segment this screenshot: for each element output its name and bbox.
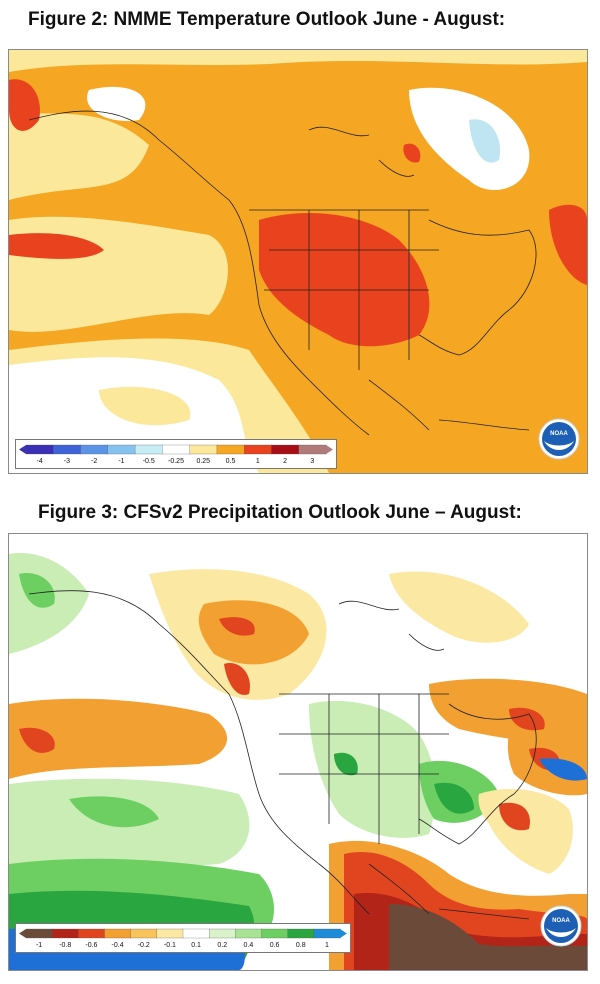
temp-west-us-red [259, 212, 430, 347]
temperature-legend-arrow-left [19, 445, 26, 454]
temp-siberia-red [9, 79, 40, 131]
temperature-legend-tick-label: -0.5 [143, 458, 155, 465]
temp-hudson-blue [469, 119, 500, 163]
precip-pnw-red [224, 663, 250, 695]
temperature-legend-swatch [271, 444, 300, 455]
temperature-outlook-map: -4-3-2-1-0.5-0.250.250.51234 NOAA [8, 49, 588, 474]
figure-2-title: Figure 2: NMME Temperature Outlook June … [28, 9, 506, 30]
temperature-legend-tick-label: 0.25 [196, 458, 210, 465]
precipitation-legend-swatch [209, 928, 236, 939]
precipitation-legend-tick-label: 0.6 [270, 942, 280, 949]
temperature-legend-tick-label: 3 [310, 458, 314, 465]
temperature-legend-tick-label: -3 [64, 458, 70, 465]
precipitation-legend-tick-label: 0.8 [296, 942, 306, 949]
temp-alaska-white [87, 86, 146, 121]
temperature-legend-swatch [189, 444, 218, 455]
precipitation-legend-swatch [104, 928, 132, 939]
precipitation-legend-swatch [78, 928, 106, 939]
precip-pacific-mexico-brown [389, 904, 587, 970]
precip-east-canada-red [509, 707, 545, 731]
precipitation-outlook-map: -1 -0.8 -0.6 -0.4 -0.2 -0.1 0.1 0.2 0.4 0.6 0.8 1 N… [8, 533, 588, 971]
temp-atlantic-red [549, 204, 587, 285]
temperature-legend-swatch [25, 444, 54, 455]
precipitation-legend-swatch [25, 928, 53, 939]
temperature-legend-arrow-right [326, 445, 333, 454]
temperature-legend-swatch [162, 444, 191, 455]
precipitation-legend-swatch [182, 928, 210, 939]
precipitation-legend-tick-label: -0.8 [59, 942, 71, 949]
temp-quebec-red [403, 143, 421, 163]
noaa-logo-icon: NOAA [538, 418, 580, 460]
precipitation-legend-swatch [261, 928, 289, 939]
precipitation-legend-swatch [235, 928, 263, 939]
precip-pacific-green [69, 796, 159, 828]
precip-atlantic-blue [539, 758, 587, 781]
precipitation-map-canvas [9, 534, 587, 970]
temp-hawaii-cream [99, 386, 191, 426]
temperature-map-canvas [9, 50, 587, 473]
precipitation-legend-swatch [52, 928, 79, 939]
temp-alaska-cream [9, 110, 149, 200]
temperature-legend-tick-label: 1 [256, 458, 260, 465]
precipitation-legend-bar: -1 -0.8 -0.6 -0.4 -0.2 -0.1 0.1 0.2 0.4 0.6 0.8 1 [19, 928, 347, 949]
noaa-logo-label: NOAA [552, 918, 570, 924]
precip-central-us-lightgreen [309, 700, 436, 838]
precipitation-legend-tick-label: -0.1 [164, 942, 176, 949]
precipitation-legend-swatch [130, 928, 158, 939]
noaa-logo-label: NOAA [550, 431, 568, 437]
precipitation-legend-tick-label: 0.1 [191, 942, 201, 949]
precipitation-legend-tick-label: -0.6 [85, 942, 97, 949]
precip-alaska-darker [19, 573, 55, 608]
precipitation-legend-arrow-right [340, 929, 347, 938]
precipitation-legend-swatch [156, 928, 184, 939]
precip-plains-darkgreen [334, 752, 358, 776]
precipitation-legend-tick-label: -0.4 [112, 942, 124, 949]
precip-canada-red [219, 617, 255, 636]
figure-3-title: Figure 3: CFSv2 Precipitation Outlook Ju… [38, 502, 522, 523]
temperature-legend-swatch [244, 444, 273, 455]
precip-coastlines [28, 590, 537, 920]
temp-hudson-white [409, 87, 530, 190]
temp-north-cream [9, 50, 587, 72]
precipitation-legend-swatch [287, 928, 315, 939]
temperature-legend-bar: -4-3-2-1-0.5-0.250.250.51234 [19, 444, 333, 465]
precipitation-legend-swatch [313, 928, 341, 939]
temperature-legend-tick-label: -2 [91, 458, 97, 465]
precip-east-canada-orange [429, 678, 587, 749]
temperature-legend-tick-label: -1 [118, 458, 124, 465]
temperature-legend-swatch [216, 444, 245, 455]
temperature-legend-tick-label: -0.25 [168, 458, 184, 465]
temperature-legend-swatch [134, 444, 164, 455]
precipitation-legend-tick-label: 0.2 [217, 942, 227, 949]
precipitation-legend-tick-label: 1 [325, 942, 329, 949]
precipitation-legend-arrow-left [19, 929, 26, 938]
temperature-legend-swatch [107, 444, 136, 455]
temp-coastlines [28, 110, 537, 436]
precipitation-legend-tick-label: -0.2 [138, 942, 150, 949]
temp-pacific-red [9, 233, 104, 259]
precip-caribbean-red [499, 802, 530, 831]
precipitation-legend-tick-label: 0.4 [244, 942, 254, 949]
temperature-legend-swatch [53, 444, 82, 455]
precip-hudson-cream [389, 571, 529, 643]
precip-pacific-orange [9, 698, 228, 779]
precipitation-legend: -1 -0.8 -0.6 -0.4 -0.2 -0.1 0.1 0.2 0.4 0.6 0.8 1 [15, 923, 351, 953]
precip-pacific-red-1 [19, 727, 55, 753]
temperature-legend-tick-label: -4 [37, 458, 43, 465]
precipitation-legend-tick-label: -1 [36, 942, 42, 949]
temperature-legend-swatch [298, 444, 327, 455]
precip-southeast-darkgreen [434, 782, 474, 814]
temperature-legend: -4-3-2-1-0.5-0.250.250.51234 [15, 439, 337, 469]
temperature-legend-tick-label: 0.5 [226, 458, 236, 465]
temperature-legend-tick-label: 2 [283, 458, 287, 465]
temperature-legend-swatch [80, 444, 109, 455]
noaa-logo-icon: NOAA [540, 905, 582, 947]
